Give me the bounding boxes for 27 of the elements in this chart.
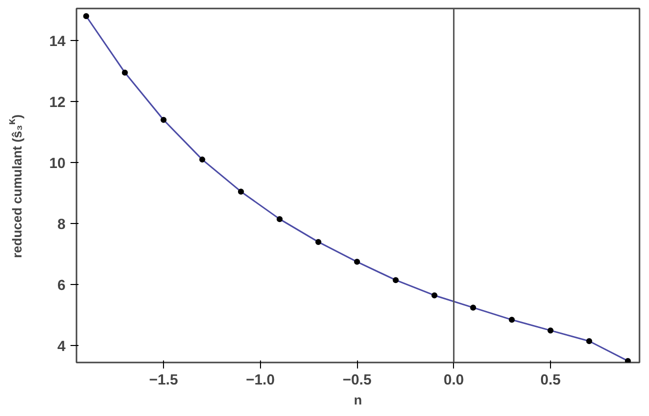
y-tick-label: 6 xyxy=(57,278,66,294)
point xyxy=(199,156,206,163)
y-tick-label: 8 xyxy=(57,217,66,234)
point xyxy=(238,188,244,195)
x-tick-label: −1.0 xyxy=(246,372,275,388)
point xyxy=(470,304,476,311)
point xyxy=(624,358,631,362)
point xyxy=(122,70,128,76)
x-tick-label: 0.0 xyxy=(444,372,464,388)
point xyxy=(548,327,554,334)
y-tick-label: 4 xyxy=(57,339,66,356)
point xyxy=(160,116,167,123)
point xyxy=(315,238,322,245)
point xyxy=(276,216,283,222)
point xyxy=(392,277,399,284)
point xyxy=(83,13,90,20)
x-axis-title: n xyxy=(354,392,362,408)
point xyxy=(586,338,592,344)
x-tick-label: −0.5 xyxy=(342,372,372,388)
y-tick-label: 10 xyxy=(49,156,66,172)
x-tick-label: 0.5 xyxy=(540,372,561,388)
x-tick-label: −1.5 xyxy=(149,372,178,388)
point xyxy=(354,258,360,265)
point xyxy=(431,292,438,298)
y-tick-label: 12 xyxy=(49,95,66,112)
y-tick-label: 14 xyxy=(49,34,66,50)
point xyxy=(508,316,515,323)
